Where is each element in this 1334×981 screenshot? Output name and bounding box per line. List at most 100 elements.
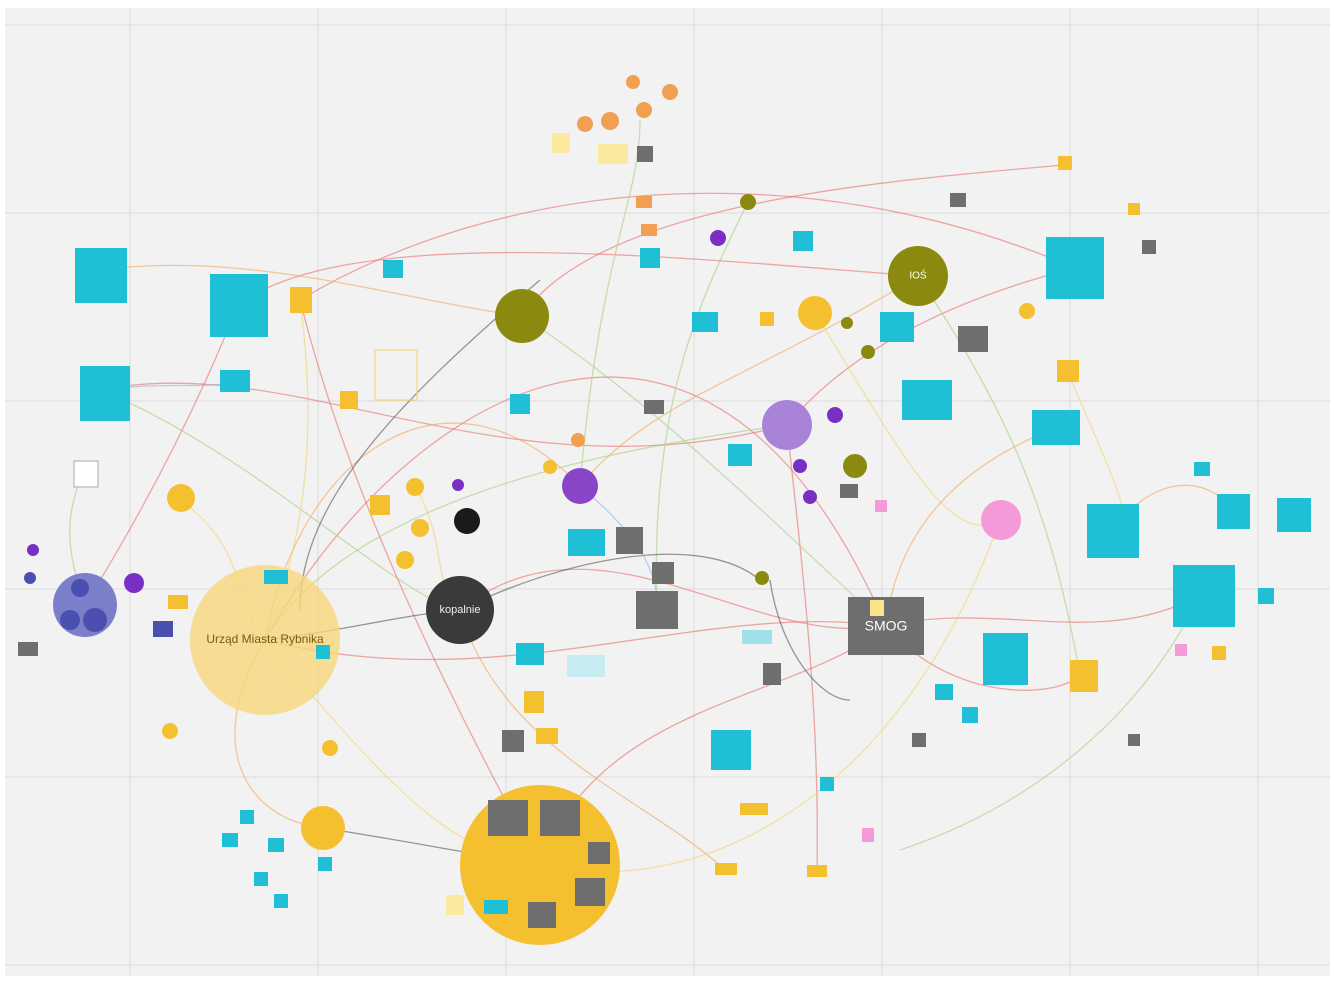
node-circle [636,102,652,118]
card [516,643,544,665]
card [575,878,605,906]
sticky-note [1212,646,1226,660]
sticky-note [370,495,390,515]
sticky-note [552,133,570,153]
node-circle [626,75,640,89]
node-circle [426,576,494,644]
card [264,570,288,584]
card-group [75,248,127,303]
node-circle [710,230,726,246]
connector [814,312,1002,526]
card [1217,494,1250,529]
card [640,248,660,268]
sticky-note [524,691,544,713]
node-circle [24,572,36,584]
card [820,777,834,791]
node-circle [601,112,619,130]
card [383,260,403,278]
connector [521,315,887,627]
card-group [80,366,130,421]
sticky-note [1128,203,1140,215]
card-group [210,274,268,337]
card [636,591,678,629]
node-circle [27,544,39,556]
card [950,193,966,207]
card [528,902,556,928]
node-circle [190,565,340,715]
sticky-note [1070,660,1098,692]
node-circle [981,500,1021,540]
card [567,655,605,677]
frame [73,460,99,488]
connector [917,275,1081,677]
card [875,500,887,512]
sticky-note [290,287,312,313]
connector [899,594,1201,851]
connector [459,553,761,611]
node-circle [740,194,756,210]
card [488,800,528,836]
connector [299,299,541,866]
frame [374,349,418,401]
node-circle [571,433,585,447]
card [153,621,173,637]
card [502,730,524,752]
sticky-note [636,196,652,208]
sticky-note [446,895,464,915]
sticky-note [740,803,768,815]
node-circle [322,740,338,756]
card [616,527,643,554]
connector [655,201,749,611]
grid [5,8,1330,976]
card [588,842,610,864]
sticky-note [715,863,737,875]
node-circle [124,573,144,593]
card [742,630,772,644]
connector [885,594,1201,627]
node-circle [454,508,480,534]
card [316,645,330,659]
card [1142,240,1156,254]
card [540,800,580,836]
card [935,684,953,700]
sticky-note [870,600,884,616]
canvas [5,8,1330,976]
card [728,444,752,466]
nodes [18,75,1311,945]
node-circle [1019,303,1035,319]
node-circle [861,345,875,359]
connector [521,164,1064,317]
node-circle [562,468,598,504]
node-circle [83,608,107,632]
node-circle [762,400,812,450]
node-circle [543,460,557,474]
card [862,828,874,842]
sticky-note [807,865,827,877]
card [220,370,250,392]
card [637,146,653,162]
sticky-note [760,312,774,326]
sticky-note [598,144,628,164]
card [692,312,718,332]
connector [579,275,919,487]
card [962,707,978,723]
card-group [1032,410,1080,445]
card [711,730,751,770]
card [274,894,288,908]
node-label: IOŚ [909,269,927,282]
card [763,663,781,685]
node-circle [71,579,89,597]
node-circle [301,806,345,850]
card-group [1173,565,1235,627]
connector [84,304,239,606]
card [1194,462,1210,476]
node-box [848,597,924,655]
sticky-note [641,224,657,236]
connector [769,579,851,701]
card [1277,498,1311,532]
card [880,312,914,342]
connector [264,422,581,641]
card [222,833,238,847]
connector [459,609,726,871]
node-circle [755,571,769,585]
